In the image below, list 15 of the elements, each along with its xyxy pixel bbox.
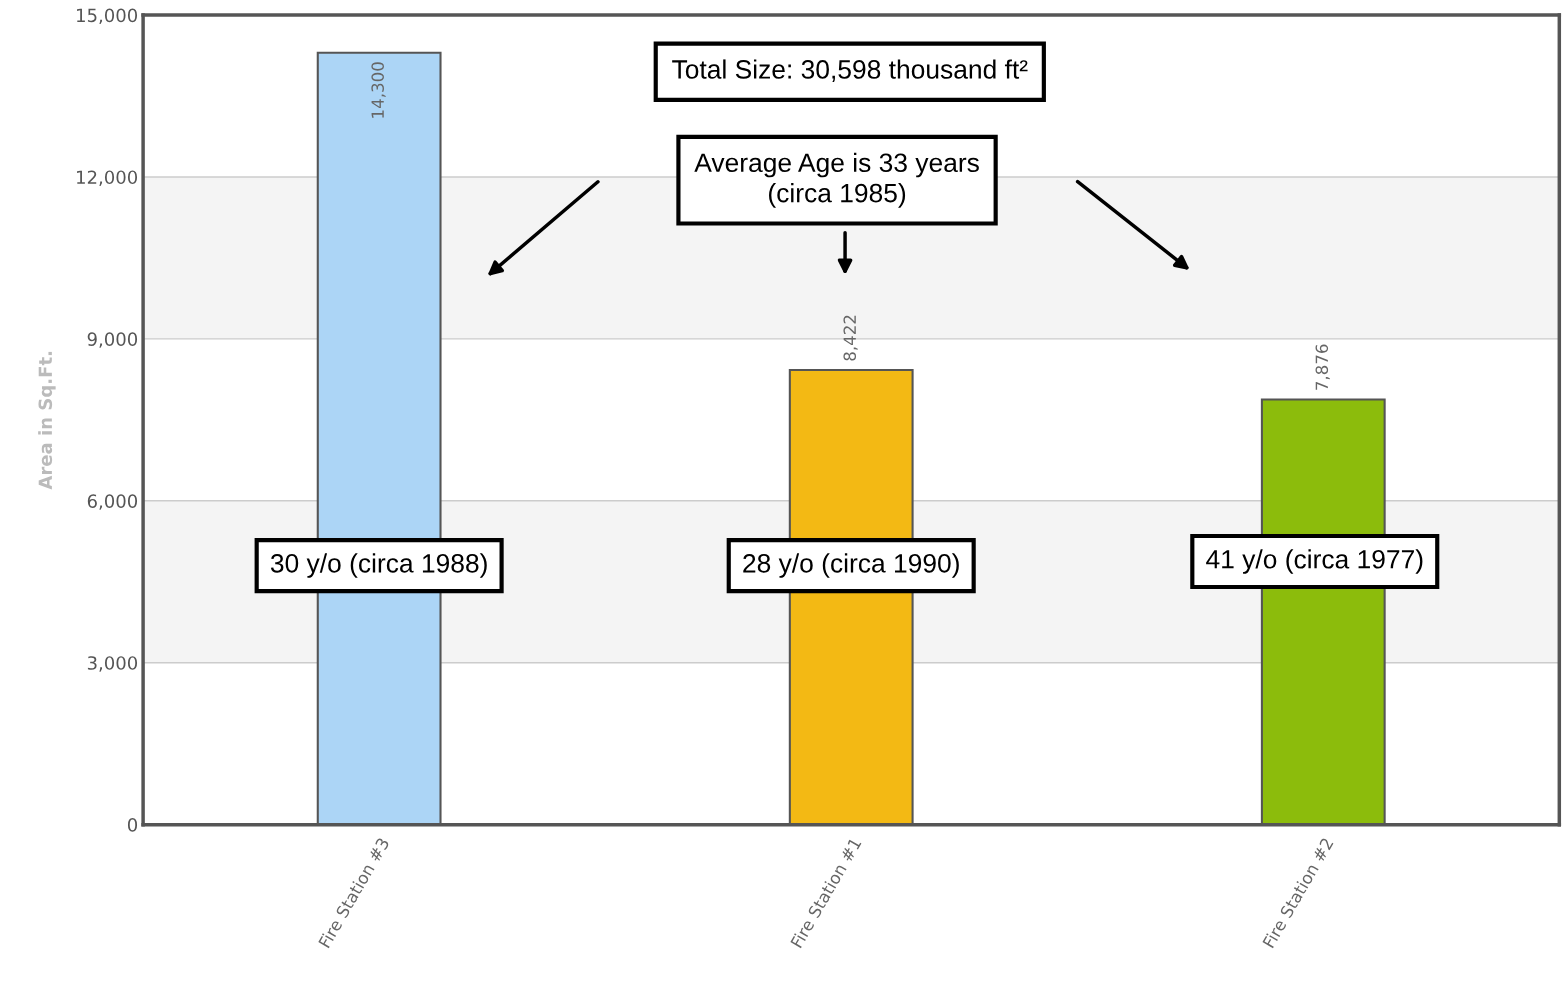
y-tick-label: 0 xyxy=(127,818,138,832)
annotation: Total Size: 30,598 thousand ft² xyxy=(672,59,1028,82)
annotation: 30 y/o (circa 1988) xyxy=(270,553,487,578)
y-tick-label: 15,000 xyxy=(77,8,138,24)
y-tick-label: 6,000 xyxy=(87,494,138,510)
y-tick-label: 12,000 xyxy=(77,170,138,186)
y-axis-title: Area in Sq.Ft. xyxy=(38,351,56,490)
annotation: Average Age is 33 years (circa 1985) xyxy=(694,152,979,208)
y-tick-label: 3,000 xyxy=(87,656,138,672)
y-tick-label: 9,000 xyxy=(87,332,138,348)
annotation: 41 y/o (circa 1977) xyxy=(1206,549,1423,574)
data-label: 14,300 xyxy=(371,62,386,118)
annotation: 28 y/o (circa 1990) xyxy=(743,553,959,578)
data-label: 8,422 xyxy=(843,315,858,361)
data-label: 7,876 xyxy=(1315,344,1330,390)
